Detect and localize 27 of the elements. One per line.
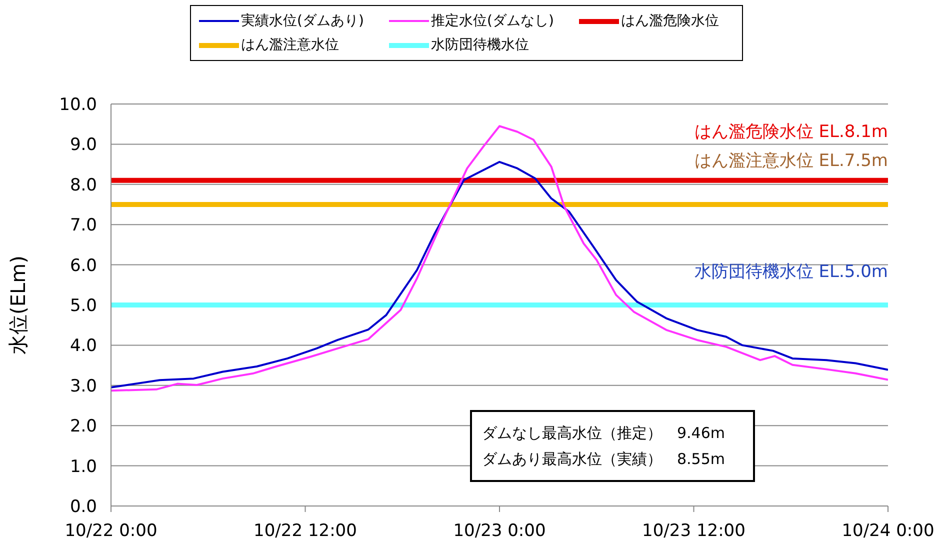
annotation: ダムなし最高水位（推定） 9.46m bbox=[482, 423, 726, 444]
y-tick-label: 8.0 bbox=[70, 175, 97, 196]
y-tick-label: 3.0 bbox=[70, 376, 97, 396]
y-tick-label: 4.0 bbox=[70, 336, 97, 356]
legend-label: はん濫注意水位 bbox=[241, 36, 339, 54]
y-tick-label: 9.0 bbox=[70, 135, 97, 156]
y-tick-label: 6.0 bbox=[70, 256, 97, 276]
y-tick-label: 1.0 bbox=[70, 456, 97, 477]
x-tick-label: 10/22 12:00 bbox=[254, 521, 357, 541]
y-tick-label: 2.0 bbox=[70, 416, 97, 437]
x-tick-label: 10/24 0:00 bbox=[842, 521, 934, 541]
y-tick-label: 5.0 bbox=[70, 296, 97, 316]
annotation: はん濫注意水位 EL.7.5m bbox=[694, 150, 888, 172]
annotation: ダムあり最高水位（実績） 8.55m bbox=[482, 449, 726, 470]
legend-label: 推定水位(ダムなし) bbox=[431, 12, 554, 30]
y-tick-label: 0.0 bbox=[70, 497, 97, 517]
annotation: はん濫危険水位 EL.8.1m bbox=[694, 121, 888, 143]
legend-label: 実績水位(ダムあり) bbox=[241, 12, 364, 30]
x-tick-label: 10/22 0:00 bbox=[64, 521, 158, 541]
legend-label: 水防団待機水位 bbox=[431, 36, 529, 54]
legend-label: はん濫危険水位 bbox=[621, 12, 719, 30]
x-tick-label: 10/23 12:00 bbox=[642, 521, 746, 541]
x-tick-label: 10/23 0:00 bbox=[453, 521, 546, 541]
annotation: 水防団待機水位 EL.5.0m bbox=[694, 261, 888, 283]
y-tick-label: 7.0 bbox=[70, 216, 97, 236]
y-tick-label: 10.0 bbox=[59, 95, 97, 115]
y-axis-title: 水位(ELm) bbox=[6, 256, 30, 354]
